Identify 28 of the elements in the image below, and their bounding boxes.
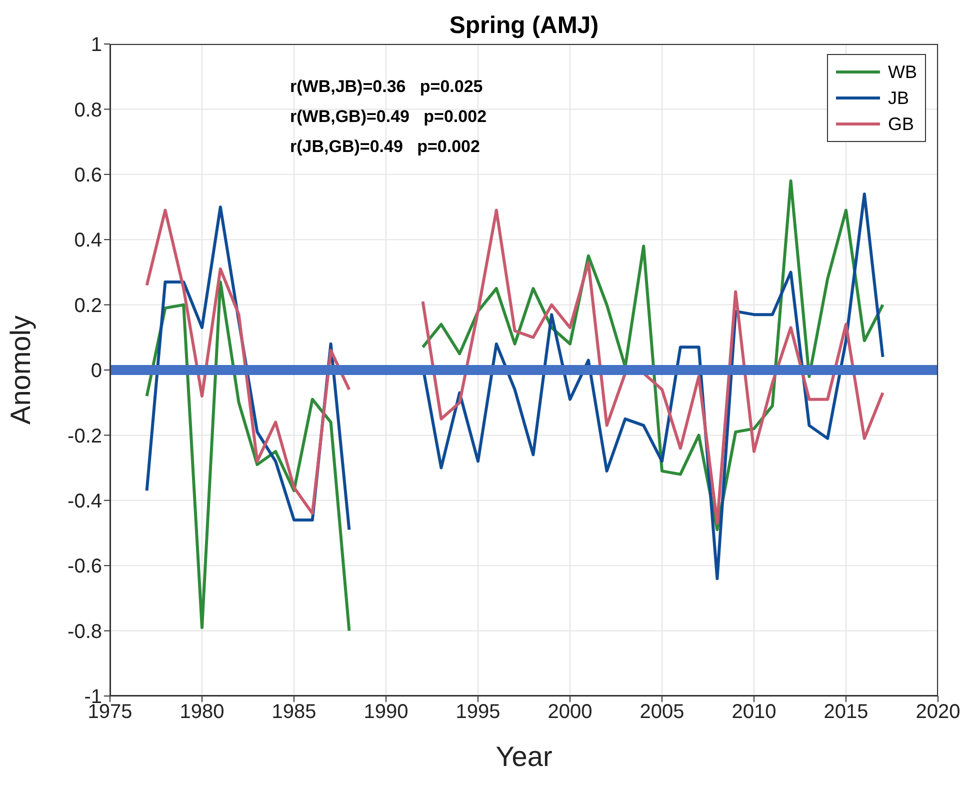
x-tick-label: 2020 xyxy=(916,701,960,724)
x-tick-label: 2000 xyxy=(548,701,592,724)
chart-title: Spring (AMJ) xyxy=(448,12,600,40)
legend-label: WB xyxy=(888,62,917,82)
x-tick-label: 1990 xyxy=(364,701,408,724)
y-tick-label: 0.8 xyxy=(74,99,102,122)
x-tick-label: 2015 xyxy=(824,701,868,724)
y-tick-label: -0.2 xyxy=(68,425,102,448)
y-tick-label: 0 xyxy=(90,360,102,382)
y-tick-label: -0.6 xyxy=(68,556,102,578)
y-axis-title: Anomoly xyxy=(4,316,36,424)
annotation: r(JB,GB)=0.49 p=0.002 xyxy=(290,136,481,158)
y-tick-label: 0.2 xyxy=(74,294,102,317)
y-tick-label: 0.6 xyxy=(74,164,102,186)
x-tick-label: 1995 xyxy=(456,701,500,724)
legend-label: GB xyxy=(888,114,914,134)
x-tick-label: 2010 xyxy=(732,701,776,724)
y-tick-label: 0.4 xyxy=(74,230,102,252)
annotation: r(WB,JB)=0.36 p=0.025 xyxy=(290,76,484,98)
legend-label: JB xyxy=(888,88,910,108)
x-axis-title: Year xyxy=(496,741,552,772)
y-tick-label: -0.4 xyxy=(68,490,102,512)
x-tick-label: 1985 xyxy=(272,701,316,724)
y-tick-label: -0.8 xyxy=(68,620,102,643)
x-tick-label: 1980 xyxy=(180,701,224,724)
annotation: r(WB,GB)=0.49 p=0.002 xyxy=(290,106,487,128)
y-tick-label: 1 xyxy=(90,34,102,56)
x-tick-label: 2005 xyxy=(640,701,684,724)
